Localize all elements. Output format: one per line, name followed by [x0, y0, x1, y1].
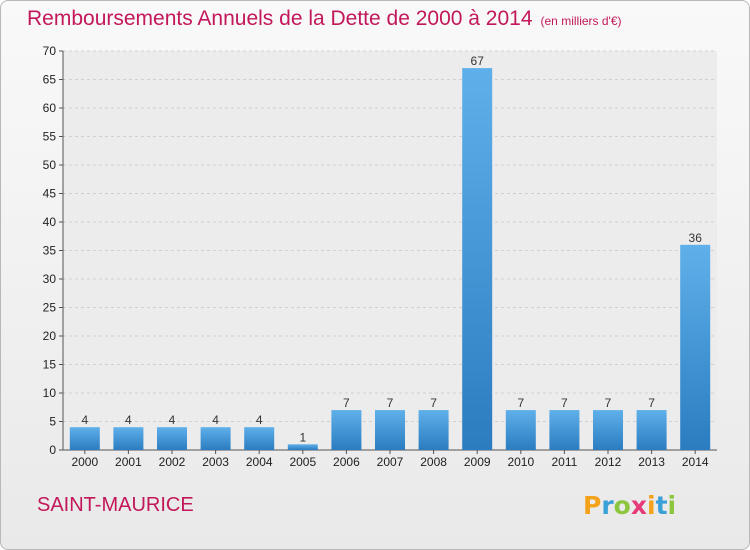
value-label-2004: 4	[256, 413, 263, 427]
x-tick-label-2012: 2012	[595, 455, 622, 469]
value-label-2013: 7	[648, 396, 655, 410]
bar-2004	[244, 427, 275, 450]
value-label-2005: 1	[299, 430, 306, 444]
bar-2009	[462, 68, 493, 450]
x-tick-label-2007: 2007	[377, 455, 404, 469]
bar-2003	[200, 427, 231, 450]
y-tick-label: 0	[49, 443, 56, 457]
value-label-2008: 7	[430, 396, 437, 410]
y-tick-label: 50	[43, 158, 57, 172]
value-label-2000: 4	[81, 413, 88, 427]
bar-2007	[375, 410, 405, 450]
y-tick-label: 55	[43, 130, 57, 144]
bar-2001	[113, 427, 144, 450]
value-label-2003: 4	[212, 413, 219, 427]
value-label-2001: 4	[125, 413, 132, 427]
value-label-2011: 7	[561, 396, 568, 410]
value-label-2006: 7	[343, 396, 350, 410]
value-label-2010: 7	[517, 396, 524, 410]
x-tick-label-2000: 2000	[71, 455, 98, 469]
bar-2013	[636, 410, 667, 450]
y-tick-label: 5	[49, 415, 56, 429]
y-tick-label: 70	[43, 44, 57, 58]
logo-letter: i	[647, 491, 656, 520]
y-tick-label: 65	[43, 73, 57, 87]
value-label-2002: 4	[169, 413, 176, 427]
chart-title: Remboursements Annuels de la Dette de 20…	[27, 7, 622, 31]
bar-2012	[593, 410, 623, 450]
y-tick-label: 40	[43, 215, 57, 229]
x-tick-label-2003: 2003	[202, 455, 229, 469]
logo-letter: P	[583, 491, 602, 520]
x-tick-label-2008: 2008	[420, 455, 447, 469]
y-tick-label: 30	[43, 272, 57, 286]
bar-2005	[287, 444, 318, 450]
commune-name: SAINT-MAURICE	[37, 494, 194, 516]
proxiti-logo: Proxiti	[583, 491, 676, 520]
logo-letter: x	[630, 491, 647, 520]
y-tick-label: 15	[43, 358, 57, 372]
x-tick-label-2006: 2006	[333, 455, 360, 469]
x-tick-label-2001: 2001	[115, 455, 142, 469]
y-tick-label: 25	[43, 301, 57, 315]
value-label-2009: 67	[471, 54, 485, 68]
y-tick-label: 60	[43, 101, 57, 115]
y-tick-label: 20	[43, 329, 57, 343]
logo-letter: o	[613, 491, 631, 520]
bar-2000	[69, 427, 100, 450]
value-label-2007: 7	[387, 396, 394, 410]
value-label-2014: 36	[689, 231, 703, 245]
y-tick-label: 45	[43, 187, 57, 201]
bar-2014	[680, 244, 711, 450]
chart-title-text: Remboursements Annuels de la Dette de 20…	[27, 7, 533, 30]
x-tick-label-2013: 2013	[638, 455, 665, 469]
y-tick-label: 35	[43, 244, 57, 258]
logo-letter: r	[601, 491, 614, 520]
x-tick-label-2005: 2005	[289, 455, 316, 469]
y-tick-label: 10	[43, 386, 57, 400]
chart-unit-note: (en milliers d'€)	[540, 14, 622, 28]
x-tick-label-2004: 2004	[246, 455, 273, 469]
x-tick-label-2002: 2002	[159, 455, 186, 469]
logo-letter: i	[667, 491, 677, 520]
logo-letter: t	[655, 491, 668, 520]
bar-2002	[157, 427, 187, 450]
value-label-2012: 7	[605, 396, 612, 410]
x-tick-label-2014: 2014	[682, 455, 709, 469]
x-tick-label-2010: 2010	[507, 455, 534, 469]
x-tick-label-2011: 2011	[551, 455, 577, 469]
bar-2011	[549, 410, 580, 450]
bar-2010	[505, 410, 536, 450]
bar-2008	[418, 410, 449, 450]
bar-2006	[331, 410, 362, 450]
x-tick-label-2009: 2009	[464, 455, 491, 469]
